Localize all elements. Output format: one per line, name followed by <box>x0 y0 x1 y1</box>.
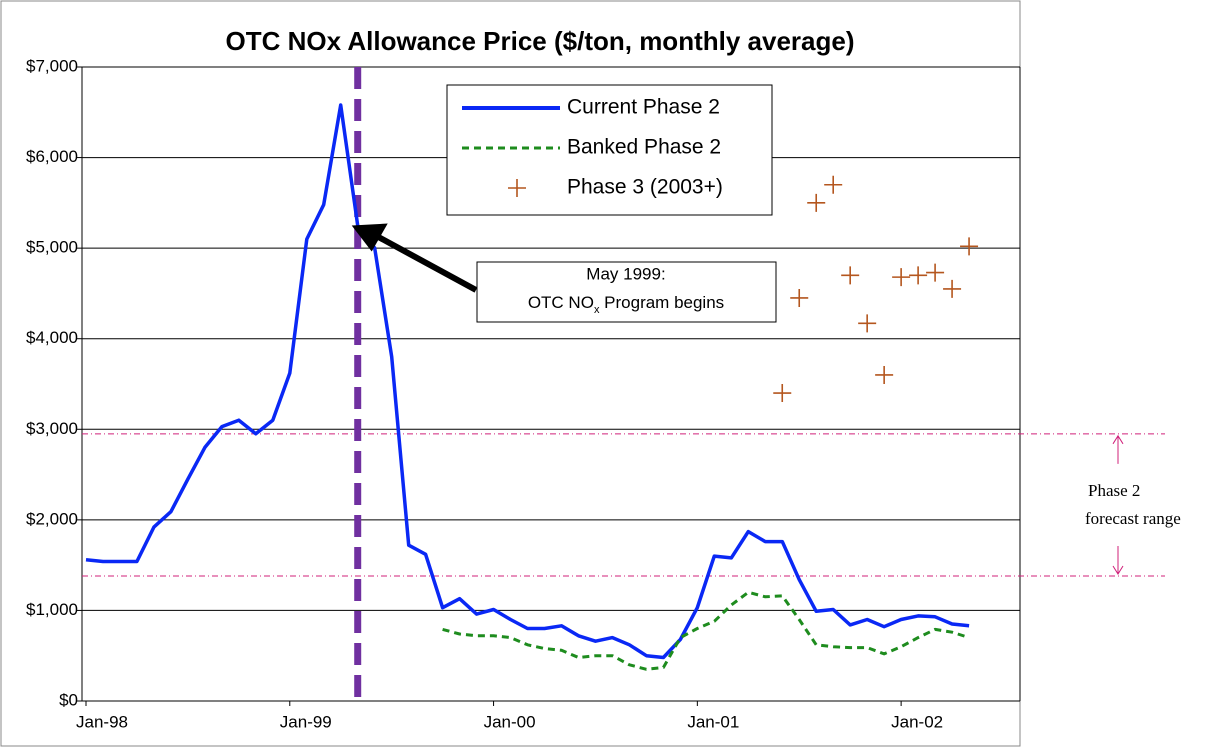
y-tick-label: $5,000 <box>26 238 78 257</box>
x-tick-label: Jan-00 <box>484 712 536 731</box>
annotation-text-part: Program begins <box>599 293 724 312</box>
phase3-marker <box>790 288 809 307</box>
phase3-marker <box>807 193 826 212</box>
series-line <box>85 103 970 660</box>
range-arrow-head <box>1112 434 1124 445</box>
y-tick-label: $1,000 <box>26 600 78 619</box>
forecast-label: forecast range <box>1085 509 1181 528</box>
chart-title: OTC NOx Allowance Price ($/ton, monthly … <box>226 26 855 56</box>
y-tick-label: $3,000 <box>26 419 78 438</box>
range-arrow-head <box>1112 565 1124 575</box>
x-tick-label: Jan-02 <box>891 712 943 731</box>
phase3-marker <box>875 365 894 384</box>
annotation-text-part: OTC NO <box>528 293 594 312</box>
phase3-marker <box>909 266 928 285</box>
y-tick-label: $6,000 <box>26 147 78 166</box>
phase3-marker <box>960 237 979 256</box>
annotation-arrow-head <box>351 223 388 252</box>
annotation-text: May 1999: <box>586 264 665 283</box>
annotation-arrow <box>374 232 478 293</box>
phase3-marker <box>824 175 843 194</box>
x-tick-label: Jan-99 <box>280 712 332 731</box>
phase3-marker <box>892 268 911 287</box>
y-tick-label: $2,000 <box>26 509 78 528</box>
annotation-subscript: x <box>594 304 600 316</box>
legend-marker <box>508 179 526 197</box>
series-line <box>442 590 970 671</box>
phase3-marker <box>773 384 792 403</box>
phase3-marker <box>926 263 945 282</box>
phase3-marker <box>858 314 877 333</box>
x-tick-label: Jan-01 <box>687 712 739 731</box>
legend-label: Current Phase 2 <box>567 96 720 119</box>
y-tick-label: $0 <box>59 690 78 709</box>
y-tick-label: $4,000 <box>26 328 78 347</box>
phase3-marker <box>943 279 962 298</box>
y-tick-label: $7,000 <box>26 56 78 75</box>
annotation-text: OTC NOx Program begins <box>528 293 724 315</box>
annotation-box <box>476 261 777 323</box>
legend-label: Phase 3 (2003+) <box>567 176 723 199</box>
legend-label: Banked Phase 2 <box>567 136 721 159</box>
phase3-marker <box>841 266 860 285</box>
x-tick-label: Jan-98 <box>76 712 128 731</box>
forecast-label: Phase 2 <box>1088 481 1140 500</box>
